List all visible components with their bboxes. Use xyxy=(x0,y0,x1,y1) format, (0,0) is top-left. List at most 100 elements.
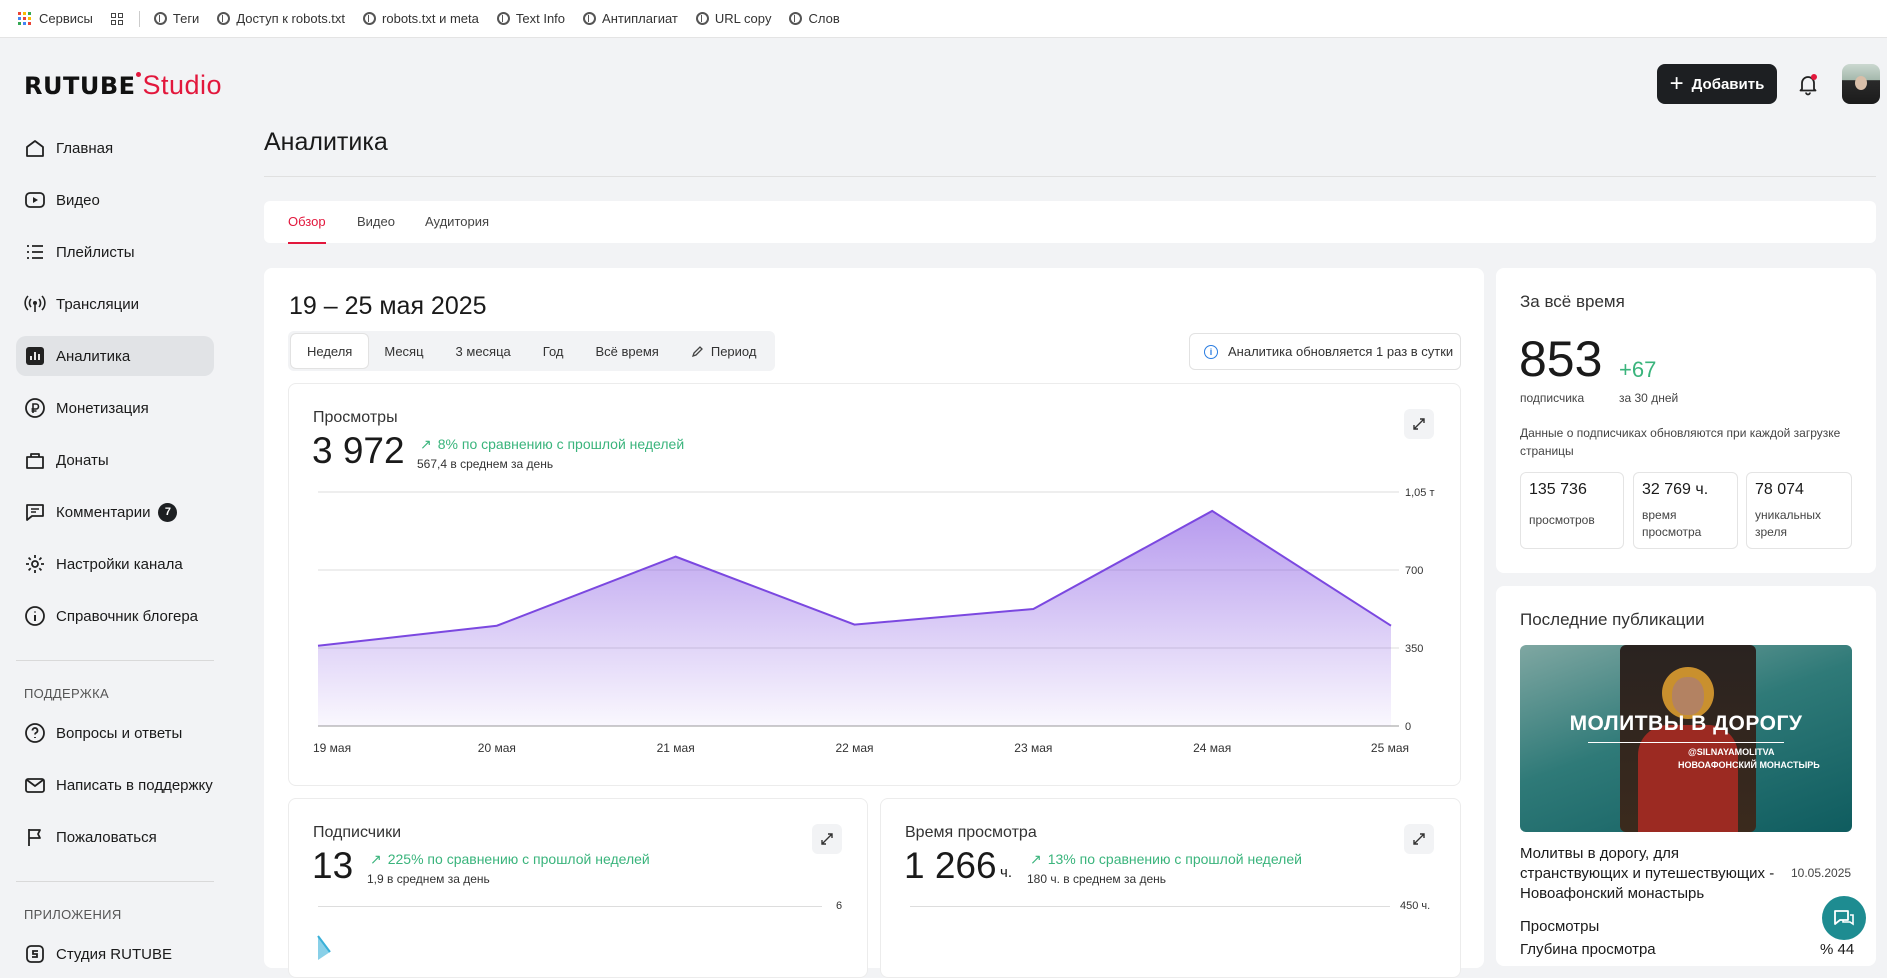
watchtime-value: 1 266 xyxy=(904,845,997,886)
home-icon xyxy=(26,140,44,157)
latest-depth-label: Глубина просмотра xyxy=(1520,941,1656,958)
page-title: Аналитика xyxy=(264,128,388,156)
plus-icon: + xyxy=(1669,70,1684,97)
globe-icon xyxy=(695,12,709,25)
watchtime-average: 180 ч. в среднем за день xyxy=(1027,872,1167,886)
video-thumbnail[interactable]: МОЛИТВЫ В ДОРОГУ @SILNAYAMOLITVA НОВОАФО… xyxy=(1520,645,1852,832)
sidebar-item-video[interactable]: Видео xyxy=(16,180,214,220)
sidebar-item-broadcasts[interactable]: Трансляции xyxy=(16,284,214,324)
alltime-subscribers-value: 853 xyxy=(1519,331,1603,387)
period-3months-button[interactable]: 3 месяца xyxy=(455,343,511,359)
bookmark-separator xyxy=(138,10,140,27)
sidebar-divider xyxy=(16,660,214,661)
thumbnail-title: МОЛИТВЫ В ДОРОГУ xyxy=(1569,712,1803,735)
bookmark-item[interactable]: robots.txt и meta xyxy=(363,11,479,26)
tab-audience[interactable]: Аудитория xyxy=(425,214,490,229)
arrow-up-right-icon: ↗ xyxy=(370,851,382,867)
sidebar-item-home[interactable]: Главная xyxy=(16,128,214,168)
globe-icon xyxy=(363,12,377,25)
x-tick-label: 21 мая xyxy=(657,741,695,755)
x-tick-label: 20 мая xyxy=(478,741,516,755)
y-tick-label: 1,05 т xyxy=(1405,487,1435,499)
sidebar-item-analytics[interactable]: Аналитика xyxy=(16,336,214,376)
apps-section-title: ПРИЛОЖЕНИЯ xyxy=(24,907,122,922)
alltime-delta-label: за 30 дней xyxy=(1619,391,1679,405)
globe-icon xyxy=(217,12,231,25)
expand-watchtime-button[interactable] xyxy=(1404,824,1434,854)
sidebar-item-blogger-guide[interactable]: Справочник блогера xyxy=(16,596,214,636)
thumbnail-handle: @SILNAYAMOLITVA xyxy=(1688,747,1775,757)
tab-groups-icon[interactable] xyxy=(110,12,123,25)
alltime-subscribers-label: подписчика xyxy=(1520,391,1585,405)
bookmark-item[interactable]: URL copy xyxy=(695,11,771,26)
bookmarks-bar: Сервисы Теги Доступ к robots.txt robots.… xyxy=(0,0,1887,38)
period-custom-button[interactable]: Период xyxy=(675,334,773,368)
sidebar-item-comments[interactable]: Комментарии 7 xyxy=(16,492,214,532)
x-tick-label: 25 мая xyxy=(1371,741,1409,755)
expand-views-button[interactable] xyxy=(1404,409,1434,439)
sidebar-item-channel-settings[interactable]: Настройки канала xyxy=(16,544,214,584)
y-tick-label: 0 xyxy=(1405,721,1411,733)
pencil-icon xyxy=(691,346,703,358)
gear-icon xyxy=(26,555,44,573)
support-section-title: ПОДДЕРЖКА xyxy=(24,686,109,701)
bookmark-item[interactable]: Теги xyxy=(153,11,199,26)
tab-video[interactable]: Видео xyxy=(357,214,395,229)
globe-icon xyxy=(153,12,167,25)
sidebar-item-contact-support[interactable]: Написать в поддержку xyxy=(16,765,214,805)
bell-icon[interactable] xyxy=(1796,72,1820,96)
period-alltime-button[interactable]: Всё время xyxy=(595,343,659,359)
title-divider xyxy=(264,176,1876,177)
subscribers-gridline xyxy=(318,906,822,907)
expand-icon xyxy=(1413,418,1425,430)
views-area xyxy=(318,510,1391,726)
y-tick-label: 700 xyxy=(1405,565,1423,577)
watchtime-delta: ↗ 13% по сравнению с прошлой неделей xyxy=(1030,851,1302,867)
alltime-subscribers-delta: +67 xyxy=(1619,357,1657,382)
face-shape xyxy=(1672,677,1704,715)
support-chat-button[interactable] xyxy=(1822,896,1866,940)
sidebar-item-monetization[interactable]: Монетизация xyxy=(16,388,214,428)
sidebar-item-report[interactable]: Пожаловаться xyxy=(16,817,214,857)
broadcast-icon xyxy=(24,295,46,312)
mail-icon xyxy=(25,778,45,793)
watchtime-title: Время просмотра xyxy=(905,824,1037,841)
globe-icon xyxy=(496,12,510,25)
period-year-button[interactable]: Год xyxy=(542,343,564,359)
views-line xyxy=(317,509,1392,647)
date-range: 19 – 25 мая 2025 xyxy=(289,292,487,320)
bookmark-services[interactable]: Сервисы xyxy=(18,11,93,26)
alltime-title: За всё время xyxy=(1520,292,1625,311)
alltime-note: Данные о подписчиках обновляются при каж… xyxy=(1520,426,1841,458)
sidebar-item-donations[interactable]: Донаты xyxy=(16,440,214,480)
subscribers-average: 1,9 в среднем за день xyxy=(367,872,490,886)
tab-overview[interactable]: Обзор xyxy=(288,214,326,244)
sidebar-item-faq[interactable]: Вопросы и ответы xyxy=(16,713,214,753)
playlist-icon xyxy=(27,245,43,259)
stat-views: 135 736 просмотров xyxy=(1520,472,1624,549)
bookmark-item[interactable]: Text Info xyxy=(496,11,565,26)
update-info-notice: i Аналитика обновляется 1 раз в сутки xyxy=(1189,333,1461,370)
sidebar-item-playlists[interactable]: Плейлисты xyxy=(16,232,214,272)
rutube-studio-logo[interactable]: RUTUBE Studio xyxy=(24,70,223,100)
avatar[interactable] xyxy=(1842,64,1880,104)
x-tick-label: 22 мая xyxy=(835,741,873,755)
period-week-button[interactable]: Неделя xyxy=(291,334,369,368)
watchtime-unit: ч. xyxy=(1000,864,1012,881)
sidebar-item-studio-app[interactable]: Студия RUTUBE xyxy=(16,934,214,974)
arrow-up-right-icon: ↗ xyxy=(1030,851,1042,867)
y-tick-label: 350 xyxy=(1405,643,1423,655)
bookmark-item[interactable]: Слов xyxy=(789,11,840,26)
bookmark-item[interactable]: Антиплагиат xyxy=(583,11,678,26)
add-button[interactable]: + Добавить xyxy=(1657,64,1777,104)
thumbnail-underline xyxy=(1588,742,1784,743)
stat-unique-viewers: 78 074 уникальных зреля xyxy=(1746,472,1852,549)
watchtime-gridline xyxy=(910,906,1390,907)
studio-app-icon xyxy=(26,945,44,963)
bookmark-item[interactable]: Доступ к robots.txt xyxy=(217,11,345,26)
latest-depth-value: % 44 xyxy=(1820,941,1855,958)
latest-video-title[interactable]: Молитвы в дорогу, для странствующих и пу… xyxy=(1520,845,1775,902)
views-average: 567,4 в среднем за день xyxy=(417,457,554,471)
period-month-button[interactable]: Месяц xyxy=(384,343,424,359)
expand-subscribers-button[interactable] xyxy=(812,824,842,854)
